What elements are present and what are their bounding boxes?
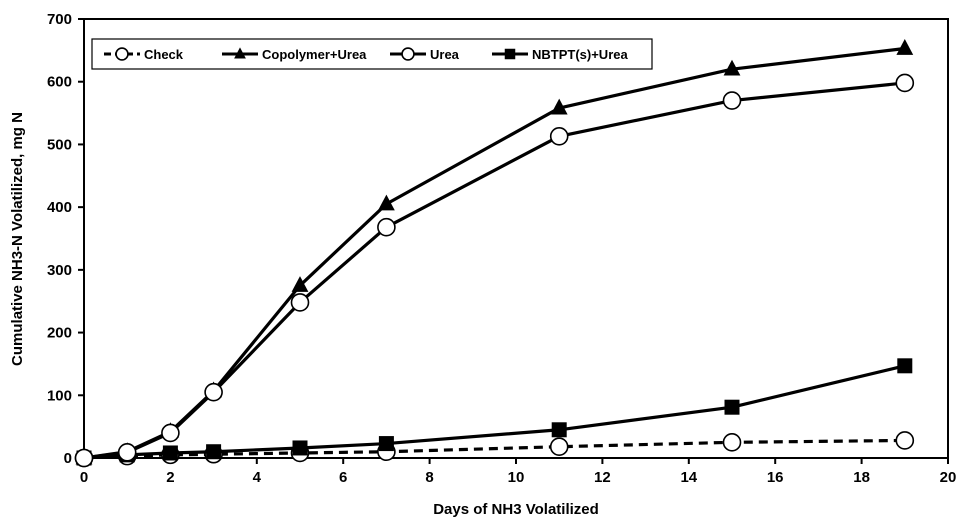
x-tick-label: 12 — [594, 469, 611, 486]
data-point-nbtpt-s-urea — [292, 440, 308, 456]
data-point-check — [895, 431, 915, 450]
y-tick-label: 300 — [47, 262, 72, 279]
legend: Check Copolymer+Urea Urea NBTPT(s)+Urea — [91, 38, 653, 70]
series-copolymer-urea — [75, 39, 914, 465]
series-urea — [74, 73, 915, 468]
x-tick-label: 6 — [339, 469, 347, 486]
legend-label-check: Check — [144, 47, 184, 62]
x-tick-label: 16 — [767, 469, 784, 486]
legend-label-nbtpt-s-urea: NBTPT(s)+Urea — [532, 47, 628, 62]
legend-marker-copolymer-urea — [234, 47, 246, 59]
x-tick-label: 2 — [166, 469, 174, 486]
legend-marker-check — [115, 47, 129, 61]
series-line-nbtpt-s-urea — [83, 364, 906, 460]
x-axis-title: Days of NH3 Volatilized — [433, 501, 599, 518]
data-point-urea — [117, 443, 137, 462]
x-tick-label: 18 — [853, 469, 870, 486]
x-tick-label: 0 — [80, 469, 88, 486]
data-point-check — [549, 437, 569, 457]
data-point-urea — [74, 448, 94, 468]
data-point-urea — [290, 293, 310, 312]
legend-entry-copolymer-urea: Copolymer+Urea — [222, 47, 367, 62]
axes-layer: 0 100 200 300 400 500 600 700 0 2 4 6 8 10 12 14 16 18 20 — [47, 11, 956, 486]
y-tick-label: 600 — [47, 74, 72, 91]
series-layer — [74, 39, 915, 468]
data-point-nbtpt-s-urea — [162, 445, 178, 461]
data-point-nbtpt-s-urea — [378, 436, 394, 452]
y-tick-label: 500 — [47, 136, 72, 153]
data-point-nbtpt-s-urea — [897, 358, 913, 374]
y-axis-title: Cumulative NH3-N Volatilized, mg N — [9, 112, 26, 366]
legend-entry-nbtpt-s-urea: NBTPT(s)+Urea — [492, 47, 628, 62]
y-tick-label: 100 — [47, 387, 72, 404]
legend-entry-check: Check — [104, 47, 184, 62]
data-point-nbtpt-s-urea — [206, 444, 222, 460]
series-line-urea — [83, 81, 905, 460]
data-point-urea — [161, 423, 180, 443]
legend-label-copolymer-urea: Copolymer+Urea — [262, 47, 367, 62]
data-point-copolymer-urea — [550, 98, 568, 115]
data-point-check — [722, 433, 742, 452]
legend-label-urea: Urea — [430, 47, 460, 62]
data-point-urea — [549, 126, 569, 146]
legend-marker-urea — [401, 47, 415, 61]
data-point-urea — [895, 73, 915, 93]
data-point-urea — [722, 91, 742, 110]
legend-marker-nbtpt-s-urea — [504, 48, 516, 60]
y-tick-label: 0 — [64, 450, 72, 467]
data-point-nbtpt-s-urea — [724, 399, 740, 415]
data-point-urea — [377, 217, 396, 237]
legend-entry-urea: Urea — [390, 47, 460, 62]
x-tick-label: 10 — [508, 469, 525, 486]
x-tick-label: 14 — [680, 469, 697, 486]
series-check — [74, 431, 915, 468]
data-point-copolymer-urea — [291, 276, 309, 292]
x-tick-label: 20 — [940, 469, 957, 486]
data-point-nbtpt-s-urea — [551, 422, 567, 438]
y-tick-label: 400 — [47, 199, 72, 216]
legend-box — [91, 38, 653, 70]
data-point-copolymer-urea — [723, 59, 741, 76]
y-tick-label: 700 — [47, 11, 72, 28]
data-point-urea — [204, 382, 223, 402]
x-tick-label: 4 — [253, 469, 262, 486]
data-point-copolymer-urea — [378, 194, 395, 211]
y-tick-label: 200 — [47, 325, 72, 342]
data-point-copolymer-urea — [896, 39, 914, 55]
x-tick-label: 8 — [425, 469, 433, 486]
